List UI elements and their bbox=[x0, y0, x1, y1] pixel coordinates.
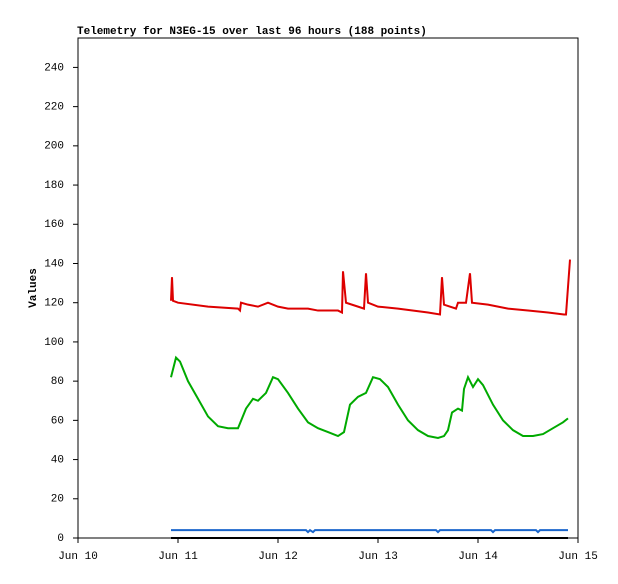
x-tick-label: Jun 15 bbox=[558, 551, 598, 563]
x-tick-label: Jun 14 bbox=[458, 551, 498, 563]
y-tick-label: 140 bbox=[44, 258, 64, 270]
x-tick-label: Jun 13 bbox=[358, 551, 398, 563]
series-line bbox=[171, 528, 568, 534]
y-tick-label: 80 bbox=[51, 376, 64, 388]
y-tick-label: 0 bbox=[57, 533, 64, 545]
y-tick-label: 60 bbox=[51, 415, 64, 427]
y-tick-label: 100 bbox=[44, 337, 64, 349]
y-tick-label: 20 bbox=[51, 494, 64, 506]
y-tick-label: 220 bbox=[44, 102, 64, 114]
y-axis-label: Values bbox=[28, 268, 40, 308]
x-tick-label: Jun 10 bbox=[58, 551, 98, 563]
plot-frame bbox=[77, 37, 579, 539]
series-line bbox=[170, 259, 571, 316]
series-line bbox=[170, 355, 569, 440]
y-tick-label: 240 bbox=[44, 62, 64, 74]
y-tick-label: 200 bbox=[44, 141, 64, 153]
x-tick-label: Jun 12 bbox=[258, 551, 298, 563]
y-tick-label: 120 bbox=[44, 298, 64, 310]
y-tick-label: 180 bbox=[44, 180, 64, 192]
chart-title: Telemetry for N3EG-15 over last 96 hours… bbox=[77, 26, 427, 38]
x-tick-label: Jun 11 bbox=[158, 551, 198, 563]
y-tick-label: 160 bbox=[44, 219, 64, 231]
y-tick-label: 40 bbox=[51, 454, 64, 466]
